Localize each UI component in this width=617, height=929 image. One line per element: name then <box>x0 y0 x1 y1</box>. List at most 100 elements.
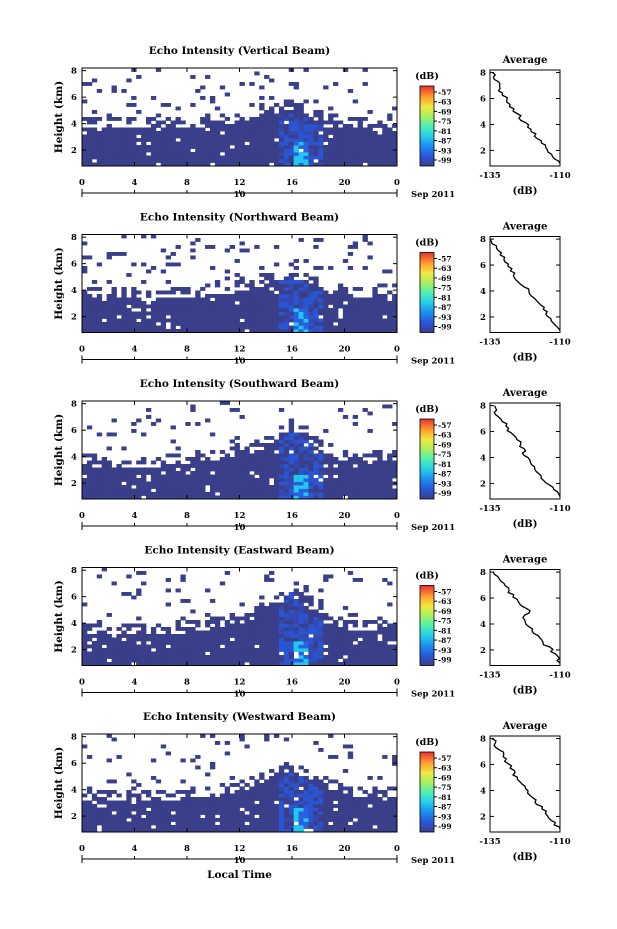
heatmap-cell <box>313 301 319 305</box>
x-tick-label: 4 <box>132 178 138 188</box>
heatmap-cell <box>293 159 299 163</box>
heatmap-cell <box>185 155 191 160</box>
heatmap-cell <box>259 450 265 454</box>
heatmap-cell <box>116 478 122 482</box>
heatmap-cell <box>278 120 285 125</box>
heatmap-cell <box>337 797 344 801</box>
average-y-tick-label: 2 <box>480 479 486 489</box>
heatmap-cell <box>337 408 344 412</box>
heatmap-cell <box>224 474 231 479</box>
heatmap-cell <box>377 630 383 635</box>
heatmap-cell <box>239 818 245 822</box>
heatmap-cell <box>298 627 304 631</box>
heatmap-cell <box>337 318 344 323</box>
heatmap-cell <box>126 828 132 833</box>
heatmap-cell <box>219 485 226 489</box>
heatmap-cell <box>121 488 127 493</box>
heatmap-cell <box>209 662 216 666</box>
heatmap-cell <box>308 609 314 614</box>
heatmap-cell <box>323 793 329 798</box>
heatmap-cell <box>254 786 260 791</box>
heatmap-cell <box>239 474 245 479</box>
heatmap-cell <box>234 627 240 631</box>
heatmap-cell <box>357 634 363 638</box>
heatmap-cell <box>264 162 270 167</box>
heatmap-cell <box>342 478 349 482</box>
heatmap-cell <box>96 141 103 146</box>
heatmap-cell <box>264 315 270 319</box>
heatmap-cell <box>303 471 309 475</box>
heatmap-cell <box>229 662 235 666</box>
colorbar-tick-label: -93 <box>438 812 452 821</box>
heatmap-cell <box>298 280 304 284</box>
heatmap-cell <box>86 471 93 475</box>
heatmap-cell <box>269 280 275 284</box>
heatmap-cell <box>367 453 373 458</box>
heatmap-cell <box>342 658 349 663</box>
heatmap-cell <box>145 662 152 666</box>
heatmap-cell <box>273 620 280 624</box>
heatmap-cell <box>259 138 265 142</box>
heatmap-cell <box>111 311 117 316</box>
heatmap-cell <box>273 162 280 167</box>
heatmap-cell <box>273 658 280 663</box>
heatmap-cell <box>91 658 98 663</box>
heatmap-cell <box>303 439 309 444</box>
average-frame <box>489 69 561 167</box>
heatmap-cell <box>288 765 295 770</box>
heatmap-cell <box>303 152 309 156</box>
heatmap-cell <box>116 641 122 645</box>
heatmap-cell <box>323 648 329 652</box>
heatmap-cell <box>293 287 299 291</box>
heatmap-cell <box>333 641 339 645</box>
heatmap-cell <box>86 623 93 628</box>
heatmap-cell <box>337 811 344 815</box>
heatmap-cell <box>234 783 240 787</box>
heatmap-cell <box>91 474 98 479</box>
heatmap-cell <box>145 651 152 656</box>
heatmap-cell <box>239 117 245 121</box>
heatmap-cell <box>111 134 117 139</box>
heatmap-cell <box>362 453 368 458</box>
heatmap-cell <box>313 464 319 468</box>
heatmap-cell <box>283 294 290 298</box>
heatmap-cell <box>387 318 393 323</box>
heatmap-cell <box>323 301 329 305</box>
heatmap-cell <box>170 637 176 642</box>
heatmap-cell <box>200 655 206 659</box>
y-axis-label: Height (km) <box>53 414 65 486</box>
colorbar-tick-label: -57 <box>438 88 452 97</box>
heatmap-cell <box>328 627 334 631</box>
heatmap-cell <box>190 478 196 482</box>
heatmap-cell <box>357 648 363 652</box>
heatmap-cell <box>352 800 359 805</box>
heatmap-cell <box>214 280 221 284</box>
heatmap-cell <box>106 145 112 149</box>
heatmap-cell <box>131 828 137 833</box>
heatmap-cell <box>342 821 349 826</box>
heatmap-cell <box>318 457 324 461</box>
heatmap-cell <box>313 655 319 659</box>
y-tick-label: 8 <box>71 566 77 576</box>
heatmap-cell <box>106 322 112 326</box>
heatmap-cell <box>382 325 388 330</box>
heatmap-cell <box>303 134 309 139</box>
heatmap-cell <box>141 131 147 135</box>
heatmap-cell <box>229 134 235 139</box>
heatmap-cell <box>116 304 122 309</box>
heatmap-cell <box>239 120 245 125</box>
heatmap-cell <box>160 474 167 479</box>
heatmap-cell <box>175 117 181 121</box>
heatmap-cell <box>264 329 270 333</box>
heatmap-cell <box>175 127 181 132</box>
heatmap-cell <box>155 311 162 316</box>
heatmap-cell <box>342 623 349 628</box>
heatmap-cell <box>175 648 181 652</box>
heatmap-cell <box>333 145 339 149</box>
heatmap-cell <box>239 294 245 298</box>
heatmap-cell <box>214 145 221 149</box>
heatmap-cell <box>91 793 98 798</box>
heatmap-cell <box>116 162 122 167</box>
heatmap-cell <box>352 162 359 167</box>
heatmap-cell <box>269 814 275 819</box>
